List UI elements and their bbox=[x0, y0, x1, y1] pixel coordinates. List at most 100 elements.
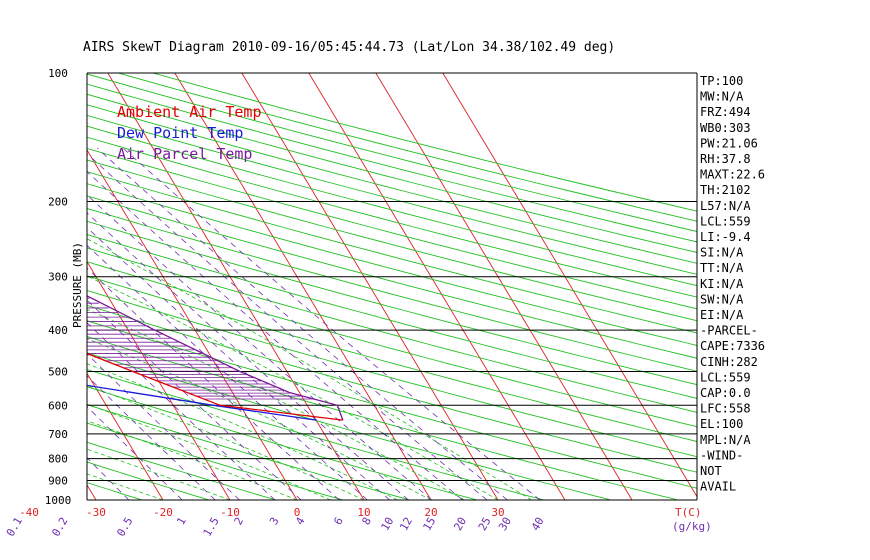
dry-adiabat-line bbox=[87, 208, 697, 372]
bottom-temp-tick: -20 bbox=[153, 506, 173, 519]
dry-adiabat-line bbox=[87, 261, 697, 428]
moist-adiabat-line bbox=[87, 403, 331, 500]
isotherm-line bbox=[241, 73, 499, 500]
stat-item: LFC:558 bbox=[700, 402, 751, 416]
pressure-tick: 200 bbox=[48, 196, 68, 209]
dewpoint-line bbox=[87, 384, 317, 421]
stat-item: -WIND- bbox=[700, 448, 743, 462]
moist-adiabat-line bbox=[87, 363, 398, 500]
bottom-temp-tick: 30 bbox=[491, 506, 504, 519]
stat-item: SI:N/A bbox=[700, 246, 744, 260]
mixing-ratio-tick: 25 bbox=[476, 515, 494, 533]
bottom-temp-tick: -30 bbox=[86, 506, 106, 519]
parcel-temp-line bbox=[87, 295, 344, 421]
pressure-tick: 400 bbox=[48, 324, 68, 337]
dry-adiabat-line bbox=[87, 183, 697, 346]
profiles bbox=[87, 295, 344, 421]
isotherm-line bbox=[0, 73, 29, 500]
chart-title: AIRS SkewT Diagram 2010-09-16/05:45:44.7… bbox=[83, 40, 615, 55]
pressure-tick: 300 bbox=[48, 271, 68, 284]
moist-adiabat-line bbox=[87, 338, 432, 500]
mixing-ratio-tick: 1.5 bbox=[201, 515, 222, 539]
dry-adiabat-line bbox=[87, 147, 697, 310]
mixing-ratio-line bbox=[87, 194, 433, 500]
isotherm-line bbox=[87, 260, 231, 500]
temp-unit-label: T(C) bbox=[675, 506, 702, 519]
bottom-temp-tick: -40 bbox=[19, 506, 39, 519]
stat-item: LI:-9.4 bbox=[700, 230, 751, 244]
pressure-tick: 500 bbox=[48, 365, 68, 378]
cape-hatching bbox=[87, 297, 314, 400]
legend-entry: Ambient Air Temp bbox=[117, 103, 262, 121]
moist-adiabat-line bbox=[87, 275, 499, 500]
isotherm-line bbox=[87, 149, 298, 500]
axes: -120-110-100-90-80-70-60-50-40-50-40-30-… bbox=[4, 67, 712, 539]
dry-adiabat-line bbox=[87, 386, 478, 500]
mixing-ratio-tick: 3 bbox=[267, 515, 282, 527]
diagram-grid bbox=[0, 73, 697, 500]
stat-item: CAPE:7336 bbox=[700, 339, 765, 353]
mixing-ratio-line bbox=[122, 147, 541, 500]
dry-adiabat-line bbox=[87, 104, 697, 264]
legend-entry: Air Parcel Temp bbox=[117, 145, 252, 163]
pressure-tick: 700 bbox=[48, 428, 68, 441]
dry-adiabat-line bbox=[87, 352, 612, 500]
stat-item: TH:2102 bbox=[700, 183, 751, 197]
mixing-ratio-line bbox=[87, 171, 463, 500]
dry-adiabat-line bbox=[87, 422, 344, 500]
stat-item: TT:N/A bbox=[700, 261, 744, 275]
stat-item: LCL:559 bbox=[700, 214, 751, 228]
pressure-tick: 600 bbox=[48, 399, 68, 412]
stat-item: -PARCEL- bbox=[700, 324, 758, 338]
isotherm-line bbox=[442, 73, 697, 498]
mixing-ratio-line bbox=[96, 147, 508, 500]
bottom-temp-tick: 10 bbox=[357, 506, 370, 519]
stat-item: NOT bbox=[700, 464, 722, 478]
dry-adiabat-line bbox=[87, 275, 697, 442]
bottom-temp-tick: -10 bbox=[220, 506, 240, 519]
mixing-ratio-line bbox=[87, 406, 183, 500]
mixing-ratio-line bbox=[87, 353, 240, 500]
stat-item: MW:N/A bbox=[700, 90, 744, 104]
dry-adiabat-line bbox=[87, 289, 697, 458]
dry-adiabat-line bbox=[87, 114, 697, 275]
stat-item: MPL:N/A bbox=[700, 433, 751, 447]
mixing-ratio-tick: 10 bbox=[379, 515, 397, 533]
stat-item: TP:100 bbox=[700, 74, 743, 88]
dry-adiabat-line bbox=[152, 73, 697, 212]
bottom-temp-tick: 0 bbox=[294, 506, 301, 519]
stat-item: EI:N/A bbox=[700, 308, 744, 322]
stat-item: RH:37.8 bbox=[700, 152, 751, 166]
moist-adiabat-line bbox=[87, 448, 231, 500]
moist-adiabat-line bbox=[87, 420, 298, 500]
dry-adiabat-line bbox=[0, 73, 8, 500]
dry-adiabat-line bbox=[87, 125, 697, 287]
mixing-ratio-tick: 0.2 bbox=[49, 515, 70, 539]
mixing-ratio-tick: 4 bbox=[293, 515, 308, 528]
isotherm-line bbox=[174, 73, 432, 500]
pressure-tick: 900 bbox=[48, 474, 68, 487]
pressure-tick: 100 bbox=[48, 67, 68, 80]
mixing-ratio-unit-label: (g/kg) bbox=[672, 520, 712, 533]
mixing-ratio-tick: 12 bbox=[397, 515, 415, 533]
pressure-tick: 800 bbox=[48, 453, 68, 466]
mixing-ratio-line bbox=[87, 153, 488, 500]
dry-adiabat-line bbox=[87, 136, 697, 298]
stat-item: KI:N/A bbox=[700, 277, 744, 291]
mixing-ratio-tick: 40 bbox=[529, 515, 547, 533]
isotherm-line bbox=[375, 73, 633, 500]
mixing-ratio-tick: 1 bbox=[174, 515, 189, 527]
stat-item: PW:21.06 bbox=[700, 136, 758, 150]
dry-adiabat-line bbox=[87, 369, 545, 500]
dry-adiabat-line bbox=[87, 441, 277, 500]
stat-item: L57:N/A bbox=[700, 199, 751, 213]
dry-adiabat-line bbox=[87, 304, 697, 473]
mixing-ratio-line bbox=[87, 244, 368, 500]
bottom-temp-tick: 20 bbox=[424, 506, 437, 519]
dry-adiabat-line bbox=[87, 159, 697, 322]
stat-item: AVAIL bbox=[700, 480, 736, 494]
dry-adiabat-line bbox=[87, 234, 697, 399]
mixing-ratio-tick: 30 bbox=[496, 515, 514, 533]
stat-item: SW:N/A bbox=[700, 292, 744, 306]
